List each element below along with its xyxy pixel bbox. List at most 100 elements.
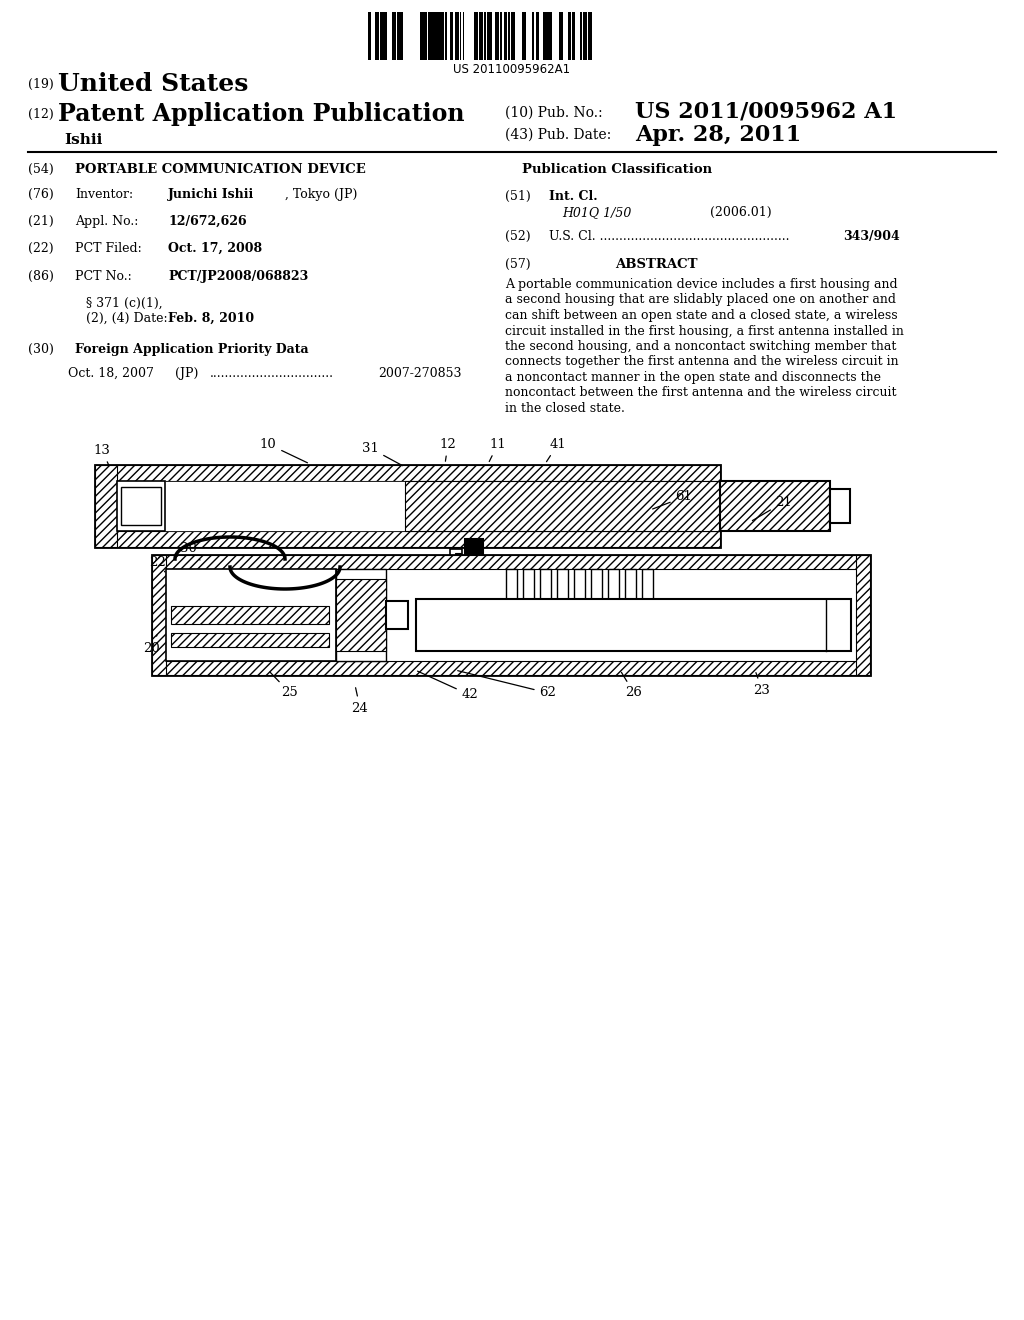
Text: Junichi Ishii: Junichi Ishii xyxy=(168,187,254,201)
Text: connects together the first antenna and the wireless circuit in: connects together the first antenna and … xyxy=(505,355,899,368)
Bar xyxy=(479,12,481,59)
Bar xyxy=(505,12,507,59)
Text: in the closed state.: in the closed state. xyxy=(505,403,625,414)
Text: US 2011/0095962 A1: US 2011/0095962 A1 xyxy=(635,100,897,121)
Bar xyxy=(166,569,336,661)
Text: (19): (19) xyxy=(28,78,53,91)
Text: (86): (86) xyxy=(28,271,54,282)
Bar xyxy=(369,12,371,59)
Text: PORTABLE COMMUNICATION DEVICE: PORTABLE COMMUNICATION DEVICE xyxy=(75,162,366,176)
Text: (22): (22) xyxy=(28,242,53,255)
Bar xyxy=(549,12,552,59)
Text: (12): (12) xyxy=(28,108,53,121)
Bar xyxy=(117,480,165,531)
Text: (30): (30) xyxy=(28,343,54,356)
Bar xyxy=(95,465,720,546)
Text: (43) Pub. Date:: (43) Pub. Date: xyxy=(505,128,611,143)
Bar xyxy=(583,12,587,59)
Bar xyxy=(171,634,329,647)
Bar xyxy=(506,599,659,607)
Text: United States: United States xyxy=(58,73,249,96)
Bar xyxy=(495,12,499,59)
Bar xyxy=(95,465,117,546)
Bar xyxy=(460,12,461,59)
Text: 25: 25 xyxy=(270,672,298,700)
Bar xyxy=(420,12,424,59)
Bar xyxy=(383,12,384,59)
Text: 31: 31 xyxy=(361,441,402,466)
Text: 11: 11 xyxy=(489,437,507,462)
Bar xyxy=(591,569,602,599)
Bar xyxy=(381,12,383,59)
Bar xyxy=(455,553,461,561)
Bar xyxy=(336,579,386,651)
Bar xyxy=(574,569,585,599)
Bar xyxy=(465,539,483,558)
Bar xyxy=(482,12,483,59)
Bar xyxy=(580,12,583,59)
Bar xyxy=(625,569,636,599)
Bar xyxy=(511,12,513,59)
Bar xyxy=(450,549,462,577)
Bar xyxy=(152,554,166,675)
Bar xyxy=(439,12,440,59)
Bar xyxy=(506,569,517,599)
Text: a second housing that are slidably placed one on another and: a second housing that are slidably place… xyxy=(505,293,896,306)
Bar xyxy=(488,12,493,59)
Bar xyxy=(121,487,161,525)
Bar xyxy=(455,12,458,59)
Text: (51): (51) xyxy=(505,190,530,203)
Text: Feb. 8, 2010: Feb. 8, 2010 xyxy=(168,312,254,325)
Bar xyxy=(562,12,563,59)
Bar xyxy=(95,531,720,546)
Text: 21: 21 xyxy=(753,495,793,520)
Text: (52): (52) xyxy=(505,230,530,243)
Text: § 371 (c)(1),: § 371 (c)(1), xyxy=(86,297,163,310)
Text: a noncontact manner in the open state and disconnects the: a noncontact manner in the open state an… xyxy=(505,371,881,384)
Bar xyxy=(152,554,870,675)
Bar xyxy=(428,12,429,59)
Bar xyxy=(384,12,387,59)
Text: (2006.01): (2006.01) xyxy=(710,206,772,219)
Bar xyxy=(483,12,486,59)
Bar xyxy=(165,480,406,531)
Text: the second housing, and a noncontact switching member that: the second housing, and a noncontact swi… xyxy=(505,341,896,352)
Bar xyxy=(375,12,379,59)
Text: U.S. Cl. .................................................: U.S. Cl. ...............................… xyxy=(549,230,790,243)
Text: Foreign Application Priority Data: Foreign Application Priority Data xyxy=(75,343,308,356)
Text: ................................: ................................ xyxy=(210,367,334,380)
Bar xyxy=(386,601,408,630)
Bar xyxy=(152,554,870,569)
Text: 13: 13 xyxy=(93,444,111,466)
Text: Ishii: Ishii xyxy=(63,133,102,147)
Bar xyxy=(588,12,592,59)
Text: Publication Classification: Publication Classification xyxy=(522,162,712,176)
Bar xyxy=(500,12,503,59)
Bar xyxy=(392,12,396,59)
Bar xyxy=(557,569,568,599)
Text: (21): (21) xyxy=(28,215,53,228)
Text: (10) Pub. No.:: (10) Pub. No.: xyxy=(505,106,603,120)
Text: (57): (57) xyxy=(505,257,530,271)
Text: 41: 41 xyxy=(547,437,566,462)
Text: 22: 22 xyxy=(150,556,166,572)
Text: 12/672,626: 12/672,626 xyxy=(168,215,247,228)
Bar xyxy=(538,12,540,59)
Text: A portable communication device includes a first housing and: A portable communication device includes… xyxy=(505,279,898,290)
Bar xyxy=(642,569,653,599)
Bar xyxy=(537,12,538,59)
Bar xyxy=(474,12,478,59)
Bar xyxy=(429,12,432,59)
Text: 62: 62 xyxy=(458,671,556,700)
Bar xyxy=(522,12,526,59)
Bar xyxy=(398,12,402,59)
Bar xyxy=(720,480,830,531)
Bar xyxy=(830,488,850,523)
Text: can shift between an open state and a closed state, a wireless: can shift between an open state and a cl… xyxy=(505,309,898,322)
Text: Oct. 18, 2007: Oct. 18, 2007 xyxy=(68,367,154,380)
Bar xyxy=(523,569,534,599)
Text: (2), (4) Date:: (2), (4) Date: xyxy=(86,312,168,325)
Bar xyxy=(437,12,438,59)
Text: 20: 20 xyxy=(143,635,161,655)
Bar xyxy=(432,12,434,59)
